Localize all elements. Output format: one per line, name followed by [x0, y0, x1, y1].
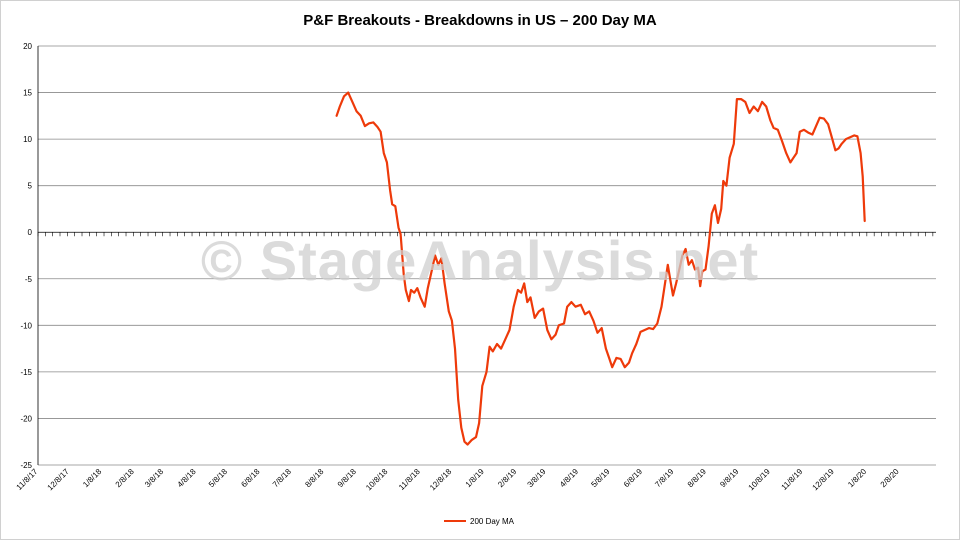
y-tick-label: -25	[20, 461, 32, 470]
x-tick-label: 2/8/20	[879, 467, 901, 489]
x-tick-label: 1/8/20	[846, 467, 868, 489]
x-tick-label: 9/8/19	[718, 467, 740, 489]
y-tick-label: 5	[28, 182, 33, 191]
x-tick-label: 8/8/19	[686, 467, 708, 489]
y-tick-label: -15	[20, 368, 32, 377]
x-tick-label: 4/8/19	[558, 467, 580, 489]
y-tick-label: 15	[23, 89, 32, 98]
x-tick-label: 6/8/18	[239, 467, 261, 489]
legend: 200 Day MA	[444, 514, 514, 528]
legend-label: 200 Day MA	[470, 516, 515, 526]
y-tick-label: 0	[28, 228, 33, 237]
x-tick-label: 2/8/19	[496, 467, 518, 489]
x-tick-label: 5/8/18	[207, 467, 229, 489]
y-tick-label: 20	[23, 42, 32, 51]
x-tick-label: 11/8/18	[397, 467, 422, 492]
series-line-200-day-ma	[335, 91, 866, 446]
y-tick-label: -10	[20, 321, 32, 330]
x-tick-label: 10/8/19	[747, 467, 773, 493]
x-tick-label: 6/8/19	[622, 467, 644, 489]
x-tick-label: 11/8/17	[15, 467, 40, 492]
x-tick-label: 7/8/19	[653, 467, 675, 489]
x-tick-label: 8/8/18	[303, 467, 325, 489]
x-tick-label: 2/8/18	[114, 467, 136, 489]
x-tick-label: 10/8/18	[364, 467, 390, 493]
legend-swatch	[444, 520, 466, 522]
x-tick-label: 12/8/18	[428, 467, 454, 493]
y-tick-label: -20	[20, 414, 32, 423]
x-tick-label: 12/8/17	[46, 467, 72, 493]
x-tick-label: 11/8/19	[780, 467, 805, 492]
x-tick-label: 12/8/19	[811, 467, 837, 493]
x-tick-label: 9/8/18	[336, 467, 358, 489]
x-tick-label: 7/8/18	[271, 467, 293, 489]
chart-title: P&F Breakouts - Breakdowns in US – 200 D…	[303, 12, 657, 29]
y-tick-label: -5	[25, 275, 33, 284]
x-tick-label: 1/8/19	[464, 467, 486, 489]
x-tick-label: 3/8/18	[143, 467, 165, 489]
x-tick-label: 5/8/19	[589, 467, 611, 489]
x-tick-label: 3/8/19	[526, 467, 548, 489]
x-tick-label: 4/8/18	[176, 467, 198, 489]
x-tick-label: 1/8/18	[81, 467, 103, 489]
y-tick-label: 10	[23, 135, 32, 144]
